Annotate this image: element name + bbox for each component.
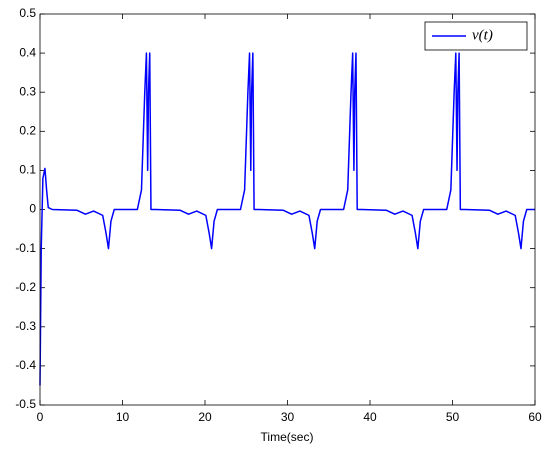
y-tick-label: -0.1 [15, 241, 36, 255]
x-tick-label: 10 [116, 410, 130, 424]
y-tick-label: -0.2 [15, 280, 36, 294]
x-tick-label: 0 [37, 410, 44, 424]
y-tick-label: -0.5 [15, 397, 36, 411]
y-tick-label: 0 [29, 202, 36, 216]
x-tick-label: 60 [528, 410, 542, 424]
y-tick-label: -0.3 [15, 319, 36, 333]
y-tick-label: 0.4 [19, 45, 36, 59]
x-tick-label: 30 [281, 410, 295, 424]
y-tick-label: 0.1 [19, 163, 36, 177]
x-axis-label: Time(sec) [261, 430, 314, 444]
y-tick-label: 0.3 [19, 84, 36, 98]
y-tick-label: -0.4 [15, 358, 36, 372]
plot-frame [39, 13, 536, 406]
legend-label: v(t) [472, 27, 493, 43]
data-line [39, 52, 535, 386]
x-tick-label: 40 [363, 410, 377, 424]
x-tick-label: 50 [446, 410, 460, 424]
y-tick-label: 0.5 [19, 6, 36, 20]
y-tick-label: 0.2 [19, 123, 36, 137]
x-tick-label: 20 [198, 410, 212, 424]
